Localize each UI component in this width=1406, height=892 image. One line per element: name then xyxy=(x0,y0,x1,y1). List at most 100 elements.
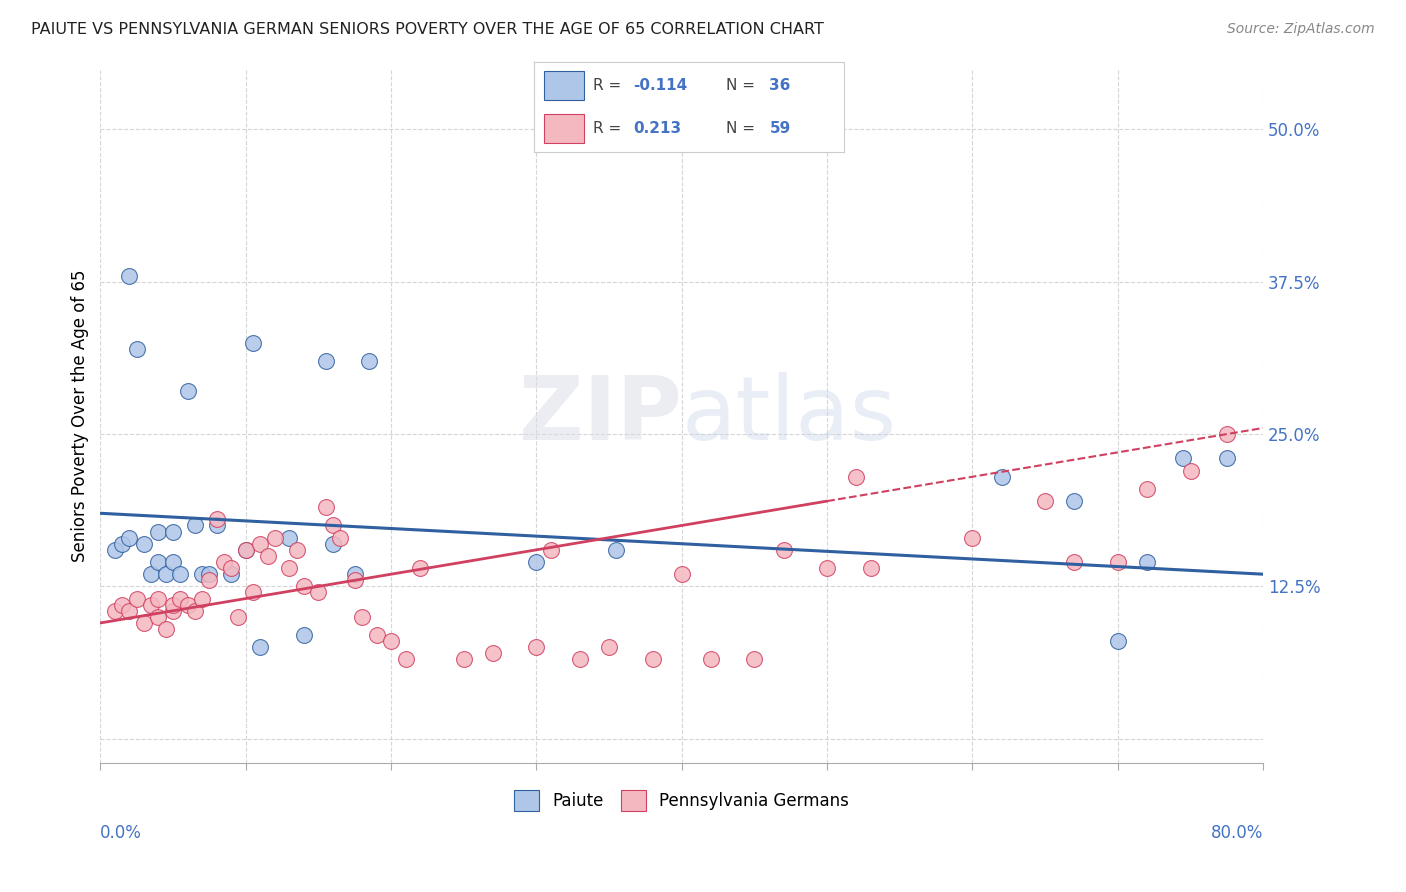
Point xyxy=(671,567,693,582)
Text: R =: R = xyxy=(593,78,626,93)
Point xyxy=(366,628,388,642)
Point xyxy=(315,500,337,515)
Point xyxy=(169,567,191,582)
Point xyxy=(343,574,366,588)
Point xyxy=(155,622,177,636)
Point xyxy=(169,591,191,606)
Point xyxy=(263,531,285,545)
Text: 80.0%: 80.0% xyxy=(1211,824,1263,842)
Point xyxy=(162,555,184,569)
Point xyxy=(176,384,198,399)
Point xyxy=(242,335,264,350)
Point xyxy=(111,598,134,612)
Point xyxy=(191,567,214,582)
Text: -0.114: -0.114 xyxy=(633,78,688,93)
Point xyxy=(1107,634,1129,648)
Point xyxy=(198,567,221,582)
Point xyxy=(235,542,257,557)
Point xyxy=(540,542,562,557)
Point xyxy=(772,542,794,557)
Point xyxy=(1063,494,1085,508)
Text: 36: 36 xyxy=(769,78,790,93)
Point xyxy=(815,561,838,575)
Point xyxy=(598,640,620,655)
Text: N =: N = xyxy=(725,121,759,136)
Point xyxy=(990,469,1012,483)
Point xyxy=(394,652,416,666)
Point xyxy=(162,604,184,618)
Point xyxy=(700,652,723,666)
Point xyxy=(148,524,170,539)
Point xyxy=(235,542,257,557)
Point xyxy=(569,652,592,666)
Point xyxy=(162,524,184,539)
Point xyxy=(350,610,373,624)
FancyBboxPatch shape xyxy=(544,114,583,143)
Point xyxy=(859,561,882,575)
Point xyxy=(191,591,214,606)
Point xyxy=(1216,427,1239,442)
Point xyxy=(125,591,148,606)
Text: ZIP: ZIP xyxy=(519,372,682,459)
Y-axis label: Seniors Poverty Over the Age of 65: Seniors Poverty Over the Age of 65 xyxy=(72,269,89,562)
Point xyxy=(132,615,155,630)
Text: 0.0%: 0.0% xyxy=(100,824,142,842)
Point xyxy=(307,585,329,599)
Point xyxy=(184,604,207,618)
Text: atlas: atlas xyxy=(682,372,897,459)
Point xyxy=(962,531,984,545)
Point xyxy=(111,537,134,551)
Point xyxy=(198,574,221,588)
FancyBboxPatch shape xyxy=(544,71,583,100)
Point xyxy=(453,652,475,666)
Point xyxy=(125,342,148,356)
Text: 59: 59 xyxy=(769,121,790,136)
Point xyxy=(292,628,315,642)
Point xyxy=(118,604,141,618)
Point xyxy=(118,531,141,545)
Point xyxy=(526,640,548,655)
Point xyxy=(380,634,402,648)
Point xyxy=(1173,451,1195,466)
Point xyxy=(409,561,432,575)
Text: N =: N = xyxy=(725,78,759,93)
Point xyxy=(329,531,352,545)
Point xyxy=(278,531,301,545)
Point xyxy=(322,518,344,533)
Point xyxy=(104,604,127,618)
Point xyxy=(148,591,170,606)
Point xyxy=(605,542,627,557)
Point xyxy=(845,469,868,483)
Point xyxy=(641,652,664,666)
Point xyxy=(205,518,228,533)
Point xyxy=(1180,464,1202,478)
Point xyxy=(526,555,548,569)
Point xyxy=(285,542,308,557)
Point xyxy=(1107,555,1129,569)
Point xyxy=(118,268,141,283)
Point xyxy=(148,555,170,569)
Point xyxy=(219,567,242,582)
Point xyxy=(212,555,235,569)
Point xyxy=(205,512,228,526)
Point xyxy=(482,647,505,661)
Text: PAIUTE VS PENNSYLVANIA GERMAN SENIORS POVERTY OVER THE AGE OF 65 CORRELATION CHA: PAIUTE VS PENNSYLVANIA GERMAN SENIORS PO… xyxy=(31,22,824,37)
Point xyxy=(249,640,271,655)
Point xyxy=(155,567,177,582)
Text: Source: ZipAtlas.com: Source: ZipAtlas.com xyxy=(1227,22,1375,37)
Point xyxy=(1136,555,1159,569)
Point xyxy=(228,610,250,624)
Text: 0.213: 0.213 xyxy=(633,121,682,136)
Point xyxy=(322,537,344,551)
Point xyxy=(744,652,766,666)
Text: R =: R = xyxy=(593,121,626,136)
Point xyxy=(292,579,315,593)
Point xyxy=(359,354,381,368)
Point xyxy=(242,585,264,599)
Point xyxy=(104,542,127,557)
Point xyxy=(1063,555,1085,569)
Point xyxy=(148,610,170,624)
Point xyxy=(278,561,301,575)
Point xyxy=(343,567,366,582)
Point xyxy=(176,598,198,612)
